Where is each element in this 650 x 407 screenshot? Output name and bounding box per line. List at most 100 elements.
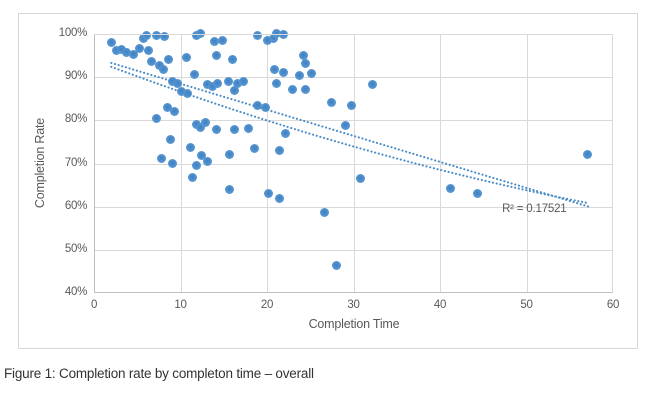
data-point [218, 35, 228, 45]
x-axis-title: Completion Time [308, 317, 400, 331]
data-point [173, 78, 183, 88]
data-point [260, 102, 270, 112]
data-point [191, 161, 201, 171]
data-point [186, 142, 196, 152]
data-point [272, 28, 281, 38]
trendline-layer [110, 61, 590, 208]
data-point [252, 30, 262, 40]
data-point [156, 153, 166, 163]
data-point [195, 123, 205, 133]
r-squared-label: R² = 0.17521 [502, 202, 567, 215]
data-point [239, 76, 249, 86]
x-tick-label: 40 [433, 299, 447, 311]
gridline-vertical [440, 34, 441, 293]
data-point [230, 124, 240, 134]
data-point [272, 78, 281, 88]
data-point [188, 172, 198, 182]
data-point [280, 128, 290, 138]
data-point [275, 193, 285, 203]
data-point [250, 144, 260, 154]
data-point [169, 106, 179, 116]
data-point [355, 174, 365, 184]
data-point [160, 31, 170, 41]
chart-container: Completion Rate Completion Time R² = 0.1… [18, 13, 638, 349]
data-point [168, 158, 178, 168]
data-point [151, 30, 161, 40]
data-point [147, 57, 157, 67]
y-tick-label: 50% [64, 242, 87, 255]
data-point [196, 150, 206, 160]
data-point [224, 76, 234, 86]
data-point [472, 189, 482, 199]
data-point [295, 71, 305, 81]
data-point [278, 68, 288, 78]
data-point [225, 150, 235, 160]
gridline-vertical [526, 34, 528, 293]
data-point [143, 45, 153, 55]
data-point [274, 146, 284, 156]
x-tick-label: 50 [520, 299, 533, 311]
data-point [202, 157, 212, 167]
data-point [165, 134, 175, 144]
x-tick-label: 20 [260, 299, 274, 311]
data-point [263, 36, 273, 46]
x-tick-label: 0 [90, 299, 98, 311]
y-tick-label: 90% [64, 70, 87, 83]
y-tick-label: 100% [58, 27, 88, 39]
data-point [244, 123, 254, 133]
data-point [201, 117, 211, 127]
data-point [158, 65, 168, 75]
gridline-vertical [180, 34, 182, 293]
data-point [227, 55, 237, 65]
data-point [195, 28, 205, 38]
data-point [326, 97, 336, 107]
data-point [270, 65, 280, 75]
data-point [212, 51, 222, 61]
data-point [233, 78, 243, 88]
data-point [163, 102, 173, 112]
data-point [182, 52, 192, 62]
data-point [213, 78, 223, 88]
data-point [151, 113, 161, 123]
data-point [341, 121, 351, 131]
data-point [307, 69, 317, 79]
trendline [110, 65, 590, 205]
data-point [129, 49, 139, 59]
data-point [582, 149, 592, 159]
trendline [110, 61, 590, 208]
y-tick-label: 40% [64, 286, 87, 298]
data-point [122, 48, 132, 58]
x-tick-label: 10 [174, 299, 187, 311]
data-point [135, 44, 145, 54]
data-point [202, 80, 212, 90]
data-point [288, 84, 298, 94]
data-point [298, 51, 308, 61]
y-tick-label: 60% [64, 199, 87, 212]
data-point [117, 45, 127, 55]
figure-caption: Figure 1: Completion rate by completon t… [4, 366, 314, 381]
data-point [208, 82, 217, 92]
data-point [445, 183, 455, 193]
data-point [106, 38, 116, 48]
data-point [111, 45, 121, 55]
data-point [252, 100, 262, 110]
data-point [230, 85, 240, 95]
x-tick-label: 30 [347, 299, 360, 311]
data-point [320, 207, 330, 217]
data-point [368, 80, 378, 89]
data-point [347, 101, 357, 111]
data-point [331, 261, 341, 271]
data-point [163, 55, 173, 65]
data-point [212, 124, 222, 134]
data-point [264, 188, 274, 198]
data-point [176, 87, 186, 97]
y-tick-label: 80% [64, 113, 87, 126]
x-tick-label: 60 [606, 299, 620, 311]
plot-area: R² = 0.17521 [94, 28, 613, 293]
gridline-vertical [267, 34, 268, 293]
data-point [300, 58, 310, 68]
data-point [189, 70, 199, 80]
data-point [268, 33, 278, 43]
gridline-vertical [353, 34, 355, 293]
